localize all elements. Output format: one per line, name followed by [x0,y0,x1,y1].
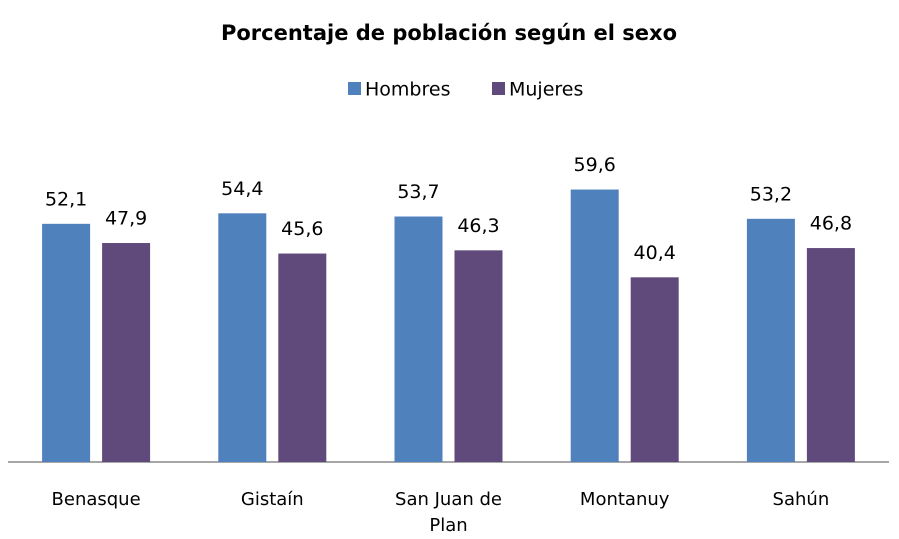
x-tick-label: Gistaín [240,489,304,510]
legend-swatch [348,82,361,95]
x-tick-label: Montanuy [579,489,670,510]
data-label: 52,1 [45,188,87,210]
data-label: 40,4 [634,242,676,264]
bar [42,223,91,462]
bar [746,218,795,462]
data-label: 46,3 [457,215,499,237]
x-tick-label: Benasque [51,489,141,510]
legend-label: Mujeres [509,79,583,101]
data-label: 47,9 [105,208,147,230]
legend-swatch [492,82,505,95]
bar [454,250,503,462]
data-label: 53,7 [397,181,439,203]
bar [630,277,679,462]
bar [218,213,267,462]
bar [394,216,443,462]
data-label: 46,8 [810,213,852,235]
bar [570,189,619,463]
bar [806,248,855,462]
data-label: 59,6 [574,154,616,176]
x-tick-label: San Juan de Plan [395,489,502,536]
chart-title: Porcentaje de población según el sexo [221,21,677,45]
data-label: 53,2 [750,183,792,205]
data-label: 54,4 [221,178,263,200]
x-tick-label: Sahún [772,489,830,510]
bar [102,243,151,462]
legend-label: Hombres [365,79,450,101]
bar [278,253,327,462]
data-label: 45,6 [281,218,323,240]
